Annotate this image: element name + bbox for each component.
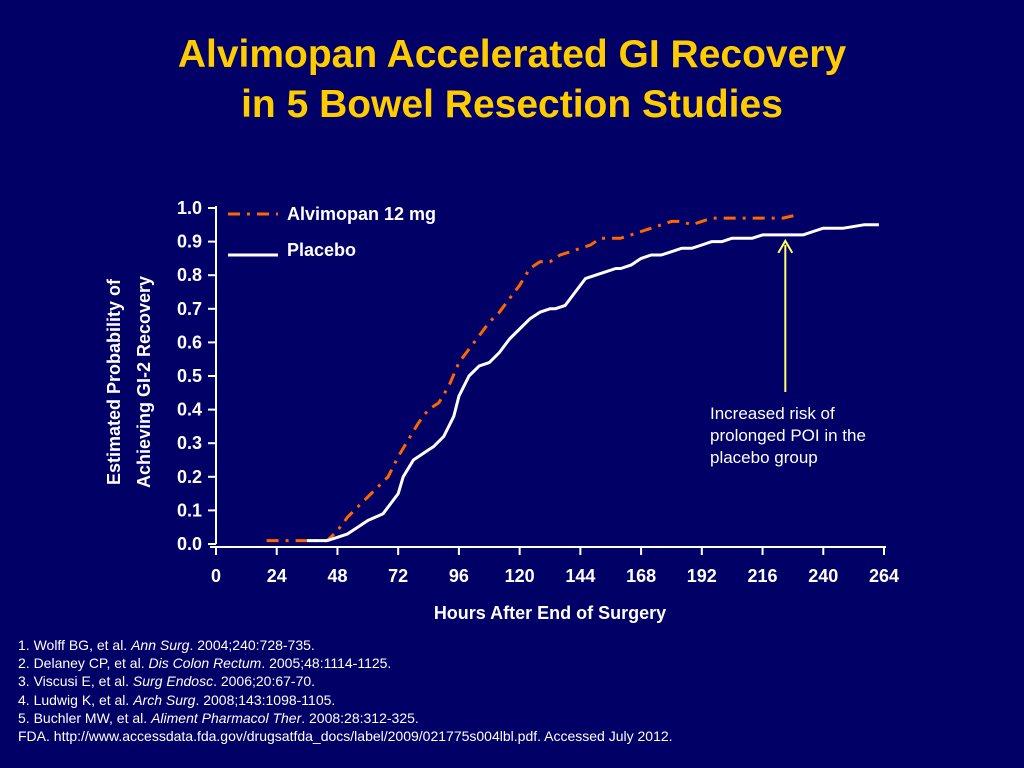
- x-axis-label: Hours After End of Surgery: [434, 603, 666, 623]
- references: 1. Wolff BG, et al. Ann Surg. 2004;240:7…: [18, 636, 673, 745]
- y-tick-label: 0.5: [177, 366, 202, 386]
- reference-item: 2. Delaney CP, et al. Dis Colon Rectum. …: [18, 654, 673, 672]
- x-tick-label: 0: [211, 566, 221, 586]
- y-tick-label: 1.0: [177, 198, 202, 218]
- x-tick-label: 168: [626, 566, 656, 586]
- reference-item: 4. Ludwig K, et al. Arch Surg. 2008;143:…: [18, 691, 673, 709]
- x-tick-label: 96: [449, 566, 469, 586]
- reference-text: 3. Viscusi E, et al.: [18, 673, 133, 690]
- x-tick-label: 216: [748, 566, 778, 586]
- x-tick-label: 240: [808, 566, 838, 586]
- x-tick-label: 192: [687, 566, 717, 586]
- reference-citation: . 2005;48:1114-1125.: [261, 655, 392, 672]
- reference-journal: Aliment Pharmacol Ther: [151, 709, 302, 726]
- reference-item: FDA. http://www.accessdata.fda.gov/drugs…: [18, 727, 673, 745]
- x-tick-label: 24: [267, 566, 287, 586]
- reference-text: 4. Ludwig K, et al.: [18, 691, 134, 708]
- y-tick-label: 0.3: [177, 433, 202, 453]
- reference-text: FDA. http://www.accessdata.fda.gov/drugs…: [18, 728, 673, 745]
- title-line-2: in 5 Bowel Resection Studies: [241, 83, 783, 126]
- y-tick-label: 0.0: [177, 534, 202, 554]
- x-tick-label: 120: [505, 566, 535, 586]
- y-tick-label: 0.1: [177, 500, 202, 520]
- y-tick-label: 0.2: [177, 467, 202, 487]
- reference-citation: . 2006;20:67-70.: [213, 673, 316, 690]
- annotation-text-line: placebo group: [710, 448, 818, 467]
- y-tick-label: 0.4: [177, 400, 202, 420]
- slide-title: Alvimopan Accelerated GI Recovery in 5 B…: [0, 30, 1024, 130]
- chart-axes: 0.0 0.1 0.2 0.3 0.4 0.5 0.6 0.7 0.8 0.9 1.0 0 24 48 72…: [104, 198, 899, 623]
- annotation-text-line: prolonged POI in the: [710, 426, 866, 445]
- x-tick-label: 48: [327, 566, 347, 586]
- chart-legend: Alvimopan 12 mg Placebo: [228, 204, 436, 260]
- reference-text: 1. Wolff BG, et al.: [18, 637, 132, 653]
- reference-item: 3. Viscusi E, et al. Surg Endosc. 2006;2…: [18, 672, 673, 690]
- annotation-arrow-head: [777, 238, 794, 254]
- reference-item: 5. Buchler MW, et al. Aliment Pharmacol …: [18, 709, 673, 727]
- y-axis-label-line-1: Estimated Probability of: [104, 278, 124, 485]
- reference-text: 5. Buchler MW, et al.: [18, 709, 152, 726]
- y-tick-label: 0.6: [177, 332, 202, 352]
- reference-citation: . 2004;240:728-735.: [189, 637, 315, 653]
- reference-journal: Surg Endosc: [132, 673, 214, 690]
- reference-citation: . 2008;143:1098-1105.: [195, 691, 336, 708]
- reference-journal: Dis Colon Rectum: [148, 655, 262, 672]
- y-tick-label: 0.8: [177, 265, 202, 285]
- reference-journal: Ann Surg: [131, 637, 190, 653]
- y-tick-label: 0.7: [177, 299, 202, 319]
- x-tick-label: 264: [869, 566, 899, 586]
- reference-citation: . 2008:28:312-325.: [301, 709, 419, 726]
- placebo-series-line: [307, 223, 879, 543]
- legend-alvimopan-label: Alvimopan 12 mg: [287, 204, 436, 224]
- x-tick-label: 144: [565, 566, 595, 586]
- recovery-chart: 0.0 0.1 0.2 0.3 0.4 0.5 0.6 0.7 0.8 0.9 1.0 0 24 48 72…: [104, 198, 899, 623]
- legend-placebo-label: Placebo: [287, 240, 356, 260]
- x-tick-label: 72: [388, 566, 408, 586]
- title-line-1: Alvimopan Accelerated GI Recovery: [177, 33, 847, 76]
- reference-item: 1. Wolff BG, et al. Ann Surg. 2004;240:7…: [18, 636, 673, 654]
- y-axis-label: Estimated Probability of Achieving GI-2 R…: [104, 276, 154, 488]
- y-axis-label-line-2: Achieving GI-2 Recovery: [134, 276, 154, 488]
- annotation-text-line: Increased risk of: [710, 404, 835, 423]
- y-tick-label: 0.9: [177, 232, 202, 252]
- alvimopan-series-line: [266, 213, 799, 543]
- chart-annotation: Increased risk of prolonged POI in the pla…: [710, 238, 866, 467]
- reference-text: 2. Delaney CP, et al.: [18, 655, 149, 672]
- reference-journal: Arch Surg: [133, 691, 196, 708]
- chart-series: [266, 213, 879, 543]
